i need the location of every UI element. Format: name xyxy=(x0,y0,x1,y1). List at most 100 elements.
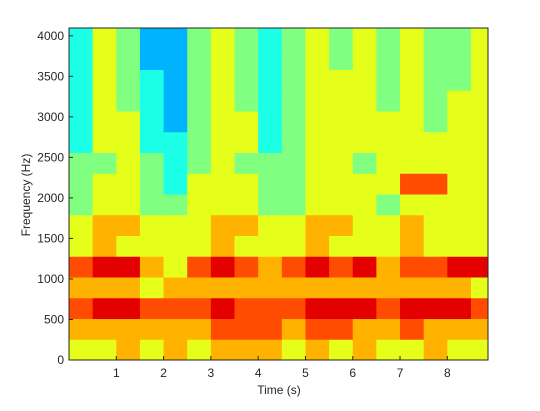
cell xyxy=(470,69,489,91)
cell xyxy=(116,131,141,153)
cell xyxy=(352,152,377,174)
cell xyxy=(210,214,236,236)
cell xyxy=(92,194,117,216)
cell xyxy=(447,173,472,195)
cell xyxy=(352,297,377,319)
cell xyxy=(163,69,188,91)
cell xyxy=(470,152,489,174)
cell xyxy=(139,131,165,153)
cell xyxy=(258,173,283,195)
cell xyxy=(281,339,306,361)
cell xyxy=(470,111,489,133)
cell xyxy=(92,318,117,340)
cell xyxy=(400,318,425,340)
cell xyxy=(447,277,472,299)
cell xyxy=(470,173,489,195)
cell xyxy=(187,318,212,340)
cell xyxy=(470,28,489,50)
cell xyxy=(281,48,306,70)
cell xyxy=(210,152,236,174)
cell xyxy=(92,235,117,257)
cell xyxy=(305,131,330,153)
y-tick-label: 2000 xyxy=(37,191,64,205)
cell xyxy=(210,235,236,257)
cell xyxy=(234,318,259,340)
cell xyxy=(329,90,354,112)
cell xyxy=(234,131,259,153)
cell xyxy=(234,90,259,112)
cell xyxy=(423,173,448,195)
cell xyxy=(210,297,236,319)
y-tick-label: 2500 xyxy=(37,150,64,164)
cell xyxy=(400,90,425,112)
cell xyxy=(69,277,94,299)
cell xyxy=(210,48,236,70)
cell xyxy=(470,48,489,70)
cell xyxy=(305,277,330,299)
cell xyxy=(234,111,259,133)
cell xyxy=(400,297,425,319)
cell xyxy=(329,48,354,70)
cell xyxy=(376,173,401,195)
cell xyxy=(92,152,117,174)
cell xyxy=(69,111,94,133)
cell xyxy=(329,339,354,361)
cell xyxy=(258,48,283,70)
cell xyxy=(352,131,377,153)
cell xyxy=(187,111,212,133)
cell xyxy=(329,111,354,133)
cell xyxy=(470,297,489,319)
cell xyxy=(423,131,448,153)
cell xyxy=(352,28,377,50)
cell xyxy=(329,69,354,91)
x-tick-label: 3 xyxy=(208,366,215,380)
cell xyxy=(447,235,472,257)
cell xyxy=(163,256,188,278)
cell xyxy=(187,69,212,91)
x-tick-label: 4 xyxy=(255,366,262,380)
cell xyxy=(234,48,259,70)
cell xyxy=(376,297,401,319)
cell xyxy=(139,297,165,319)
cell xyxy=(92,173,117,195)
cell xyxy=(376,256,401,278)
cell xyxy=(258,339,283,361)
cell xyxy=(92,339,117,361)
cell xyxy=(234,69,259,91)
cell xyxy=(258,194,283,216)
cell xyxy=(376,111,401,133)
cell xyxy=(139,69,165,91)
cell xyxy=(163,235,188,257)
cell xyxy=(139,111,165,133)
cell xyxy=(258,111,283,133)
cell xyxy=(400,173,425,195)
cell xyxy=(139,318,165,340)
cell xyxy=(352,194,377,216)
cell xyxy=(69,152,94,174)
cell xyxy=(258,235,283,257)
cell xyxy=(305,194,330,216)
cell xyxy=(305,173,330,195)
cell xyxy=(187,173,212,195)
cell xyxy=(281,28,306,50)
cell xyxy=(116,277,141,299)
cell xyxy=(470,90,489,112)
cell xyxy=(92,90,117,112)
x-tick-label: 8 xyxy=(444,366,451,380)
cell xyxy=(116,318,141,340)
cell xyxy=(258,318,283,340)
y-tick-label: 500 xyxy=(44,312,64,326)
cell xyxy=(116,339,141,361)
cell xyxy=(329,152,354,174)
cell xyxy=(163,318,188,340)
cell xyxy=(447,297,472,319)
cell xyxy=(470,339,489,361)
cell xyxy=(116,256,141,278)
cell xyxy=(139,152,165,174)
cell xyxy=(258,90,283,112)
cell xyxy=(281,152,306,174)
cell xyxy=(400,256,425,278)
cell xyxy=(69,318,94,340)
cell xyxy=(210,111,236,133)
